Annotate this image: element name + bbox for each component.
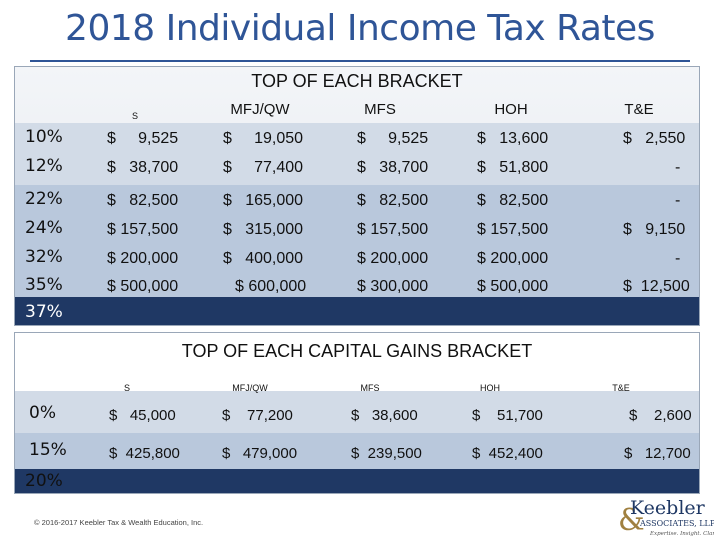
bracket-cell-s: $ 157,500: [107, 221, 179, 238]
income-bracket-heading: TOP OF EACH BRACKET: [251, 71, 463, 91]
title-underline: [30, 60, 690, 62]
bracket-cell-s: $ 38,700: [107, 159, 179, 176]
keebler-logo: & Keebler ASSOCIATES, LLP Expertise. Ins…: [618, 497, 714, 538]
cg-col-header-hoh: HOH: [480, 383, 500, 393]
logo-ampersand: &: [618, 503, 645, 538]
bracket-cell-hoh: $ 200,000: [477, 250, 549, 267]
bracket-cell-mfs: $ 82,500: [357, 192, 429, 209]
bracket-cell-s: $ 500,000: [107, 278, 179, 295]
band-20: [15, 469, 699, 493]
bracket-cell-mfs: $ 157,500: [357, 221, 429, 238]
cg-cell-s: $ 425,800: [109, 445, 180, 462]
bracket-cell-s: $ 82,500: [107, 192, 179, 209]
col-header-hoh: HOH: [494, 101, 528, 118]
col-header-s: S: [131, 111, 138, 121]
cg-col-header-s: S: [123, 383, 130, 393]
logo-tagline: Expertise. Insight. Clarity.: [649, 531, 714, 537]
page-title: 2018 Individual Income Tax Rates: [65, 8, 655, 49]
logo-line2: ASSOCIATES, LLP: [639, 519, 714, 528]
bracket-cell-te: -: [675, 192, 681, 209]
bracket-cell-hoh: $ 51,800: [477, 159, 549, 176]
cg-col-header-mfj: MFJ/QW: [232, 383, 268, 393]
bracket-cell-mfs: $ 200,000: [357, 250, 429, 267]
capital-gains-panel: TOP OF EACH CAPITAL GAINS BRACKET S MFJ/…: [14, 332, 700, 494]
bracket-cell-mfj: $ 165,000: [223, 192, 304, 209]
bracket-cell-mfj: $ 19,050: [223, 130, 304, 147]
band-22-35: [15, 185, 699, 297]
cg-col-header-mfs: MFS: [360, 383, 380, 393]
col-header-te: T&E: [624, 101, 654, 118]
cg-col-header-te: T&E: [612, 383, 630, 393]
bracket-cell-te: $ 2,550: [623, 130, 686, 147]
cg-cell-s: $ 45,000: [109, 407, 176, 424]
rate-label: 12%: [25, 156, 63, 176]
bracket-cell-mfs: $ 9,525: [357, 130, 429, 147]
income-bracket-panel: TOP OF EACH BRACKET S MFJ/QW MFS HOH T&E…: [14, 66, 700, 326]
cg-cell-hoh: $ 452,400: [472, 445, 543, 462]
bracket-cell-mfj: $ 77,400: [223, 159, 304, 176]
rate-label: 35%: [25, 275, 63, 295]
bracket-cell-hoh: $ 13,600: [477, 130, 549, 147]
cg-cell-mfs: $ 38,600: [351, 407, 418, 424]
cg-cell-hoh: $ 51,700: [472, 407, 543, 424]
bracket-cell-mfj: $ 315,000: [223, 221, 304, 238]
bracket-cell-mfs: $ 38,700: [357, 159, 429, 176]
cg-cell-te: $ 2,600: [629, 407, 692, 424]
cg-rate-label: 20%: [25, 471, 63, 491]
col-header-mfj: MFJ/QW: [230, 101, 290, 118]
bracket-cell-mfj: $ 400,000: [223, 250, 304, 267]
col-header-mfs: MFS: [364, 101, 396, 118]
rate-label: 24%: [25, 218, 63, 238]
rate-label: 22%: [25, 189, 63, 209]
bracket-cell-hoh: $ 500,000: [477, 278, 549, 295]
rate-label: 32%: [25, 247, 63, 267]
band-15: [15, 433, 699, 469]
bracket-cell-te: $ 9,150: [623, 221, 686, 238]
rate-label: 10%: [25, 127, 63, 147]
bracket-cell-hoh: $ 157,500: [477, 221, 549, 238]
rate-label: 37%: [25, 302, 63, 322]
bracket-cell-s: $ 200,000: [107, 250, 179, 267]
capital-gains-heading: TOP OF EACH CAPITAL GAINS BRACKET: [181, 341, 533, 361]
cg-cell-mfj: $ 479,000: [222, 445, 298, 462]
bracket-cell-te: $ 12,500: [623, 278, 690, 295]
logo-name: Keebler: [630, 497, 706, 519]
bracket-cell-te: -: [675, 159, 681, 176]
bracket-cell-mfs: $ 300,000: [357, 278, 429, 295]
bracket-cell-te: -: [675, 250, 681, 267]
cg-rate-label: 15%: [29, 440, 67, 460]
cg-rate-label: 0%: [29, 403, 56, 423]
band-37: [15, 297, 699, 325]
bracket-cell-s: $ 9,525: [107, 130, 179, 147]
bracket-cell-hoh: $ 82,500: [477, 192, 549, 209]
band-0: [15, 391, 699, 433]
copyright-footer: © 2016-2017 Keebler Tax & Wealth Educati…: [34, 518, 204, 527]
cg-cell-te: $ 12,700: [624, 445, 691, 462]
cg-cell-mfj: $ 77,200: [222, 407, 293, 424]
bracket-cell-mfj: $ 600,000: [235, 278, 307, 295]
band-10-12: [15, 123, 699, 185]
cg-cell-mfs: $ 239,500: [351, 445, 422, 462]
